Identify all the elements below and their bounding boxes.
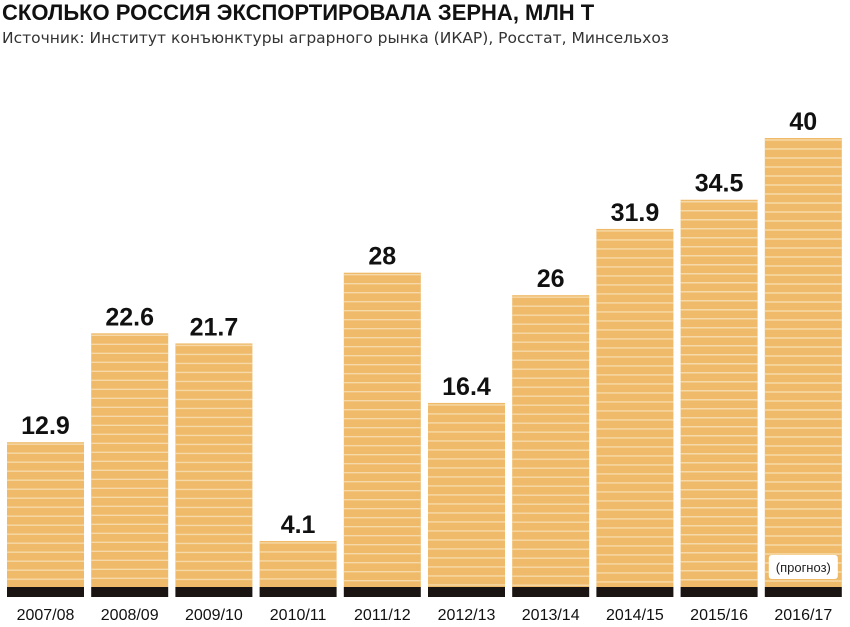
x-tick-label: 2010/11 <box>270 607 327 624</box>
bar-base <box>764 587 842 597</box>
data-label: 4.1 <box>281 511 316 539</box>
bar <box>764 138 842 587</box>
data-label: 12.9 <box>21 412 70 440</box>
x-tick-label: 2011/12 <box>354 607 411 624</box>
x-tick-label: 2008/09 <box>101 607 159 624</box>
chart-title: СКОЛЬКО РОССИЯ ЭКСПОРТИРОВАЛА ЗЕРНА, МЛН… <box>2 0 595 25</box>
bar-base <box>596 587 674 597</box>
bar <box>680 199 758 588</box>
x-tick-label: 2014/15 <box>606 607 664 624</box>
bar <box>596 228 674 588</box>
bar-base <box>175 587 253 597</box>
bar-base <box>428 587 505 597</box>
bar <box>91 333 169 587</box>
data-label: 21.7 <box>190 313 239 341</box>
forecast-note: (прогноз) <box>776 560 831 575</box>
x-tick-label: 2012/13 <box>438 607 496 624</box>
bar-base <box>343 587 421 597</box>
data-label: 26 <box>537 265 565 293</box>
x-tick-label: 2007/08 <box>17 607 75 624</box>
bar <box>259 540 337 587</box>
x-tick-label: 2009/10 <box>185 607 243 624</box>
x-tick-label: 2015/16 <box>690 607 748 624</box>
forecast-note-box <box>768 555 838 579</box>
x-tick-label: 2016/17 <box>774 607 832 624</box>
bar <box>175 343 253 587</box>
bar-base <box>259 587 337 597</box>
data-label: 28 <box>368 243 396 271</box>
data-label: 34.5 <box>695 170 744 198</box>
bar-base <box>680 587 758 597</box>
data-label: 22.6 <box>105 303 154 331</box>
x-tick-label: 2013/14 <box>522 607 580 624</box>
bar-base <box>7 587 84 597</box>
data-label: 16.4 <box>442 373 491 401</box>
chart-subtitle: Источник: Институт конъюнктуры аграрного… <box>2 29 670 47</box>
bar <box>343 272 421 587</box>
bar-base <box>91 587 169 597</box>
data-label: 31.9 <box>611 199 660 227</box>
bar <box>7 442 84 587</box>
data-label: 40 <box>789 108 817 136</box>
bar-base <box>512 587 590 597</box>
